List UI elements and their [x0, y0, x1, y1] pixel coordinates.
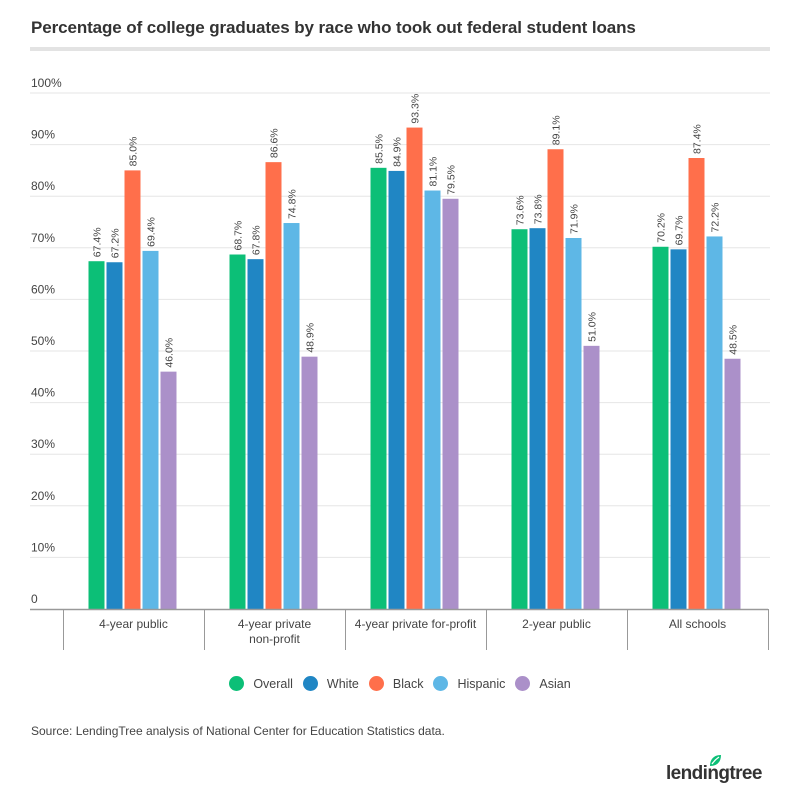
x-tick-label: 4-year private for-profit: [355, 617, 477, 631]
y-tick-label: 100%: [31, 76, 62, 90]
x-tick-label: 2-year public: [522, 617, 591, 631]
bar-black: [406, 127, 423, 610]
legend-label: Overall: [253, 676, 293, 691]
y-tick-label: 30%: [31, 437, 55, 451]
bar-overall: [229, 254, 246, 609]
x-tick-label: 4-year public: [99, 617, 168, 631]
value-label: 87.4%: [692, 124, 704, 154]
value-label: 73.6%: [515, 195, 527, 225]
y-tick-label: 90%: [31, 128, 55, 142]
bar-white: [388, 170, 405, 609]
lendingtree-logo: lendingtree: [666, 763, 762, 784]
value-label: 51.0%: [587, 312, 599, 342]
legend-swatch-icon: [302, 676, 318, 691]
y-tick-label: 50%: [31, 334, 55, 348]
y-tick-label: 20%: [31, 489, 55, 503]
legend-swatch-icon: [229, 676, 245, 691]
y-tick-label: 10%: [31, 540, 55, 554]
value-label: 85.5%: [374, 134, 386, 164]
bar-black: [124, 170, 141, 609]
value-label: 69.7%: [674, 216, 686, 246]
bar-white: [529, 228, 546, 609]
leaf-icon: [710, 755, 721, 766]
bar-hispanic: [565, 237, 582, 609]
value-label: 48.9%: [305, 323, 317, 353]
chart-title: Percentage of college graduates by race …: [31, 18, 636, 37]
bar-white: [247, 259, 264, 609]
y-tick-label: 70%: [31, 231, 55, 245]
bar-white: [106, 262, 123, 609]
y-tick-label: 40%: [31, 386, 55, 400]
value-label: 86.6%: [269, 128, 281, 158]
value-label: 71.9%: [569, 204, 581, 234]
x-tick-label: non-profit: [249, 632, 300, 646]
bar-asian: [583, 345, 600, 609]
x-tick-label: 4-year private: [238, 617, 312, 631]
legend-swatch-icon: [433, 676, 449, 691]
value-label: 74.8%: [287, 189, 299, 219]
bar-asian: [301, 356, 318, 609]
legend-swatch-icon: [515, 676, 531, 691]
bar-overall: [88, 261, 105, 609]
value-label: 79.5%: [446, 165, 458, 195]
legend-item-black: Black: [368, 676, 424, 691]
bar-overall: [652, 246, 669, 609]
x-tick-label: All schools: [669, 617, 726, 631]
bar-black: [547, 149, 564, 609]
bar-hispanic: [706, 236, 723, 609]
legend-label: Hispanic: [457, 676, 506, 691]
value-label: 93.3%: [410, 94, 422, 124]
value-label: 67.2%: [110, 228, 122, 258]
legend-label: White: [326, 676, 359, 691]
bar-asian: [724, 358, 741, 609]
bar-black: [688, 158, 705, 610]
value-label: 89.1%: [551, 115, 563, 145]
value-label: 69.4%: [146, 217, 158, 247]
legend-item-asian: Asian: [515, 676, 571, 691]
legend-swatch-icon: [368, 676, 384, 691]
legend-item-hispanic: Hispanic: [433, 676, 505, 691]
bar-overall: [511, 229, 528, 609]
bar-chart: 0 10% 20% 30% 40% 50% 60% 70% 80% 90% 100% 67.4% 67.…: [30, 76, 770, 650]
source-note: Source: LendingTree analysis of National…: [31, 724, 445, 738]
title-divider: [30, 47, 770, 51]
bar-black: [265, 162, 282, 610]
bar-hispanic: [424, 190, 441, 610]
y-tick-label: 80%: [31, 179, 55, 193]
legend-label: Asian: [539, 676, 571, 691]
value-label: 72.2%: [710, 203, 722, 233]
value-label: 84.9%: [392, 137, 404, 167]
chart-legend: Overall White Black Hispanic Asian: [0, 676, 800, 691]
bar-hispanic: [142, 250, 159, 609]
bar-asian: [160, 371, 177, 609]
value-label: 67.8%: [251, 225, 263, 255]
value-label: 73.8%: [533, 194, 545, 224]
value-label: 85.0%: [128, 137, 140, 167]
value-label: 81.1%: [428, 157, 440, 187]
legend-label: Black: [392, 676, 424, 691]
value-label: 68.7%: [233, 221, 245, 251]
bar-overall: [370, 167, 387, 609]
value-label: 48.5%: [728, 325, 740, 355]
legend-item-white: White: [302, 676, 359, 691]
bar-white: [670, 249, 687, 609]
bar-asian: [442, 198, 459, 609]
bar-hispanic: [283, 223, 300, 610]
value-label: 70.2%: [656, 213, 668, 243]
value-label: 46.0%: [164, 338, 176, 368]
y-tick-label: 60%: [31, 282, 55, 296]
legend-item-overall: Overall: [229, 676, 293, 691]
value-label: 67.4%: [92, 227, 104, 257]
y-tick-label: 0: [31, 592, 38, 606]
